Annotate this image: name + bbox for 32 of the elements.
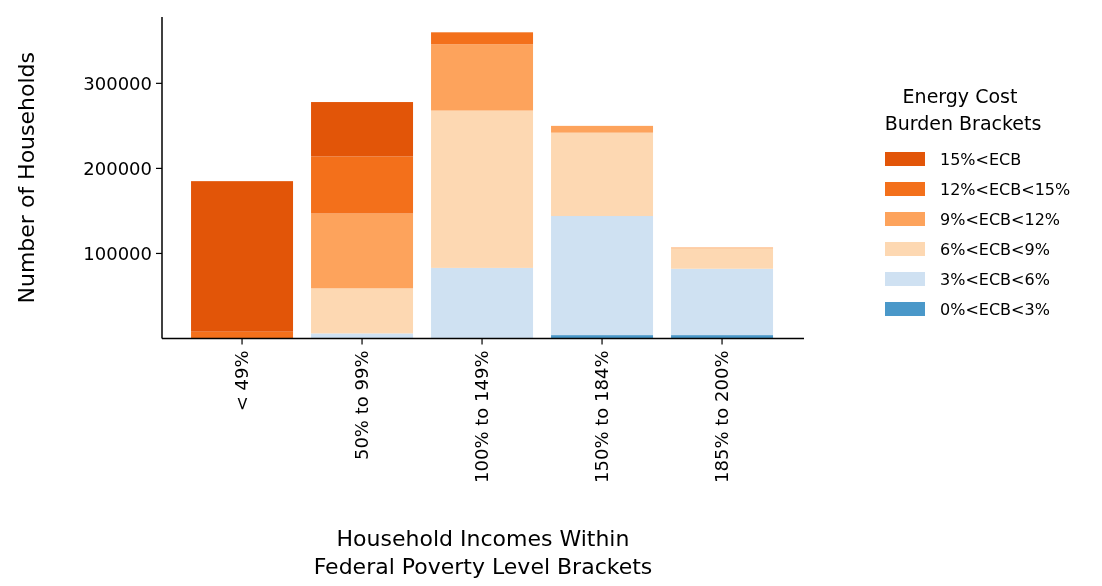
bar (311, 333, 414, 339)
bar (551, 216, 654, 336)
legend-label: 3%<ECB<6% (940, 269, 1050, 289)
x-tick-label: 185% to 200% (711, 350, 733, 483)
bar (431, 44, 534, 111)
x-tick-label: 100% to 149% (471, 350, 493, 483)
x-tick-label: 50% to 99% (351, 350, 373, 461)
legend-label: 0%<ECB<3% (940, 299, 1050, 319)
bar (311, 102, 414, 157)
legend-label: 6%<ECB<9% (940, 239, 1050, 259)
bar (311, 156, 414, 214)
legend-label: 15%<ECB (940, 149, 1022, 169)
legend-label: 9%<ECB<12% (940, 209, 1061, 229)
bar (311, 213, 414, 289)
legend-label: 12%<ECB<15% (940, 179, 1071, 199)
bar (311, 288, 414, 334)
bar (431, 267, 534, 339)
bar (431, 110, 534, 268)
bar (431, 32, 534, 45)
legend-title: Energy Cost Burden Brackets (878, 85, 1042, 134)
bar (551, 125, 654, 133)
bar (671, 248, 774, 269)
x-axis-title: Household Incomes Within Federal Poverty Level Brackets (313, 526, 653, 579)
bar (191, 181, 294, 332)
bar (551, 132, 654, 217)
bar (671, 268, 774, 336)
y-tick-label: 100000 (83, 242, 152, 264)
y-tick-label: 300000 (83, 72, 152, 94)
y-axis-title: Number of Households (14, 52, 39, 304)
x-tick-label: < 49% (231, 350, 253, 412)
x-tick-label: 150% to 184% (591, 350, 613, 483)
y-tick-label: 200000 (83, 157, 152, 179)
